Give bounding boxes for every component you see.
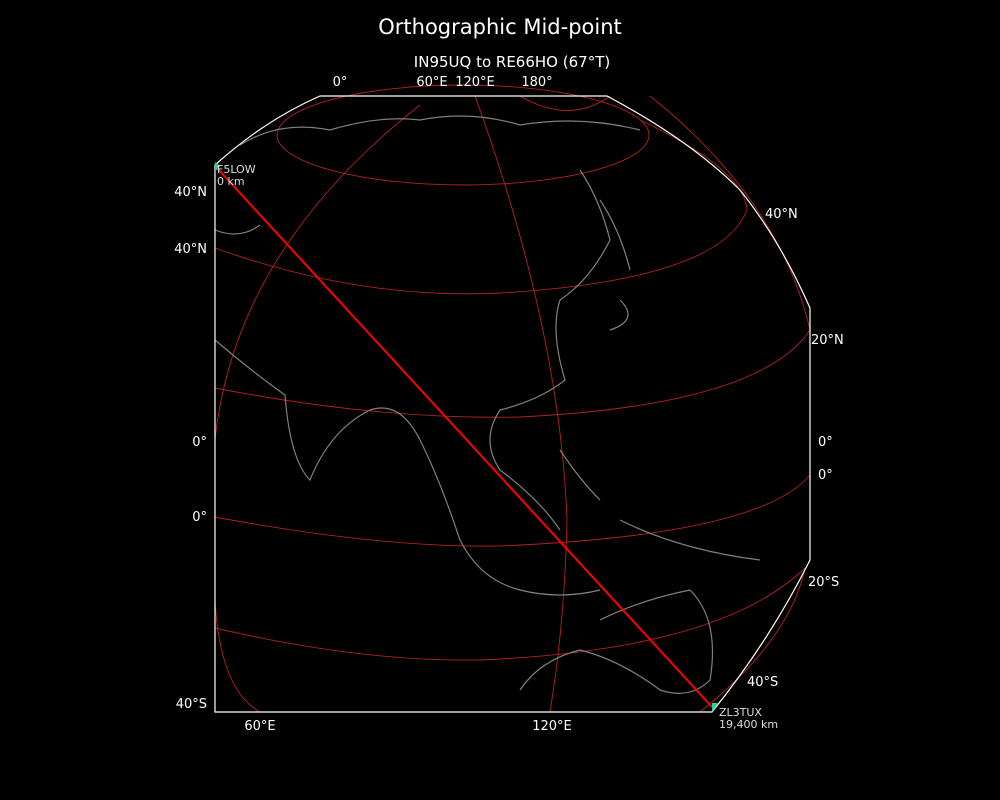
end-dist: 19,400 km [719,718,778,731]
end-call: ZL3TUX [719,706,762,719]
bottom-label: 60°E [244,719,275,734]
top-label: 60°E [416,75,447,90]
meridian-outer [214,599,261,713]
parallel-polar [519,95,611,111]
right-label: 20°S [808,575,839,590]
start-marker [215,162,220,172]
start-call: F5LOW [217,163,256,176]
start-dist: 0 km [217,175,245,188]
right-label: 40°S [747,675,778,690]
right-label: 20°N [811,333,844,348]
top-label: 0° [333,75,348,90]
coastlines [214,115,761,694]
map-boundary [214,95,811,713]
left-label: 40°S [176,697,207,712]
graticule [214,84,811,713]
parallel-40n [214,119,748,295]
meridian-south [699,567,806,713]
meridian-120e [474,95,568,713]
right-label: 0° [818,468,833,483]
map-subtitle: IN95UQ to RE66HO (67°T) [414,53,610,71]
top-label: 120°E [455,75,495,90]
map-title: Orthographic Mid-point [378,15,622,39]
top-label: 180° [521,75,552,90]
left-label: 0° [192,510,207,525]
right-label: 0° [818,435,833,450]
left-label: 40°N [174,242,207,257]
left-label: 40°N [174,185,207,200]
end-marker [712,703,718,712]
bottom-label: 120°E [532,719,572,734]
parallel-0 [214,474,811,547]
parallel-20s [214,567,806,661]
left-label: 0° [192,435,207,450]
right-label: 40°N [765,207,798,222]
meridian-180 [649,95,811,331]
great-circle-path [216,167,713,708]
parallel-20n [214,329,811,418]
meridian-60e [214,104,421,441]
parallel-60n [276,84,650,186]
